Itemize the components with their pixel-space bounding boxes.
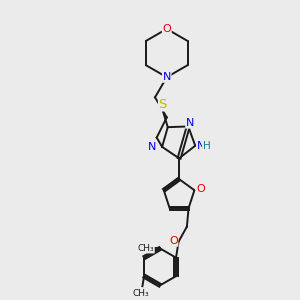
Text: N: N: [197, 141, 205, 151]
Text: O: O: [196, 184, 205, 194]
Text: O: O: [162, 24, 171, 34]
Text: H: H: [202, 141, 210, 151]
Text: S: S: [158, 98, 167, 111]
Text: O: O: [169, 236, 178, 246]
Text: CH₃: CH₃: [138, 244, 154, 253]
Text: N: N: [148, 142, 156, 152]
Text: N: N: [186, 118, 194, 128]
Text: CH₃: CH₃: [132, 290, 149, 298]
Text: N: N: [163, 72, 171, 82]
